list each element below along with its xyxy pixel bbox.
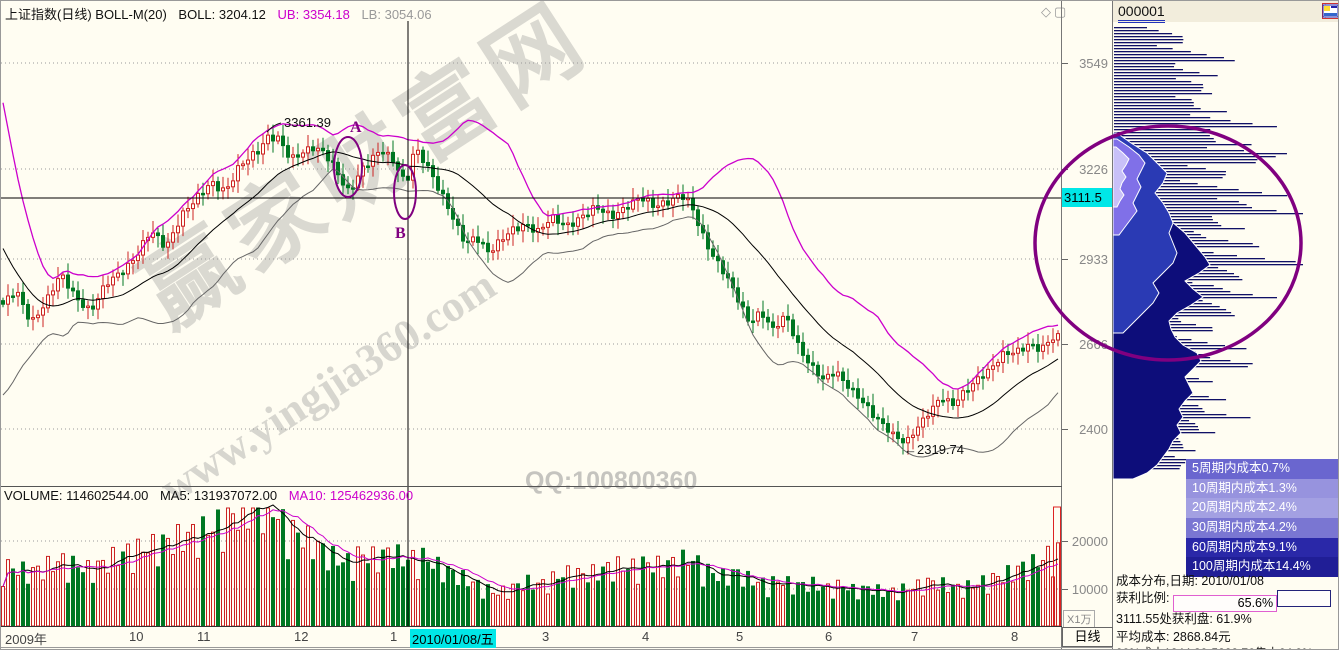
b-label: B [395,225,406,242]
cost-range-line: 90%成本1244.39-5222.76集中64.9% [1116,644,1313,649]
axis-divider-line [1061,1,1062,649]
axis-tick [1062,429,1068,430]
date-label: 1 [390,629,398,644]
axis-tick [1062,63,1068,64]
window-control-icons[interactable]: ◇▢ [1041,4,1070,19]
stock-code[interactable]: 000001 [1118,3,1165,23]
ub-value: 3354.18 [302,7,350,22]
volume-label: VOLUME: [4,488,63,503]
lb-value: 3054.06 [384,7,432,22]
profit-ratio-label: 获利比例: [1116,591,1170,605]
boll-value: 3204.12 [218,7,266,22]
chart-title-bar: 上证指数(日线) BOLL-M(20) BOLL: 3204.12 UB: 33… [5,4,432,23]
axis-tick [1062,589,1068,590]
axis-label: 2933 [1079,252,1108,267]
volume-bars[interactable] [1,507,1060,627]
watermark-qq: QQ:100800360 [525,467,698,495]
date-label: 7 [911,629,919,644]
b-ellipse [393,164,417,220]
profit-bar-rest [1277,590,1332,608]
avg-cost-line: 平均成本: 2868.84元 [1116,630,1231,644]
axis-label: 20000 [1071,534,1108,549]
peak-price-label: 3361.39 [284,115,331,130]
crosshair-date-label: 2010/01/08/五 [410,629,496,648]
a-ellipse [333,136,363,198]
price-volume-separator [1,486,1062,487]
ma10-value: 125462936.00 [329,488,414,503]
cost-legend-row: 20周期内成本2.4% [1186,498,1338,519]
axis-tick [1062,169,1068,170]
profit-bar-fill: 65.6% [1173,595,1278,613]
candlesticks[interactable] [1,124,1060,455]
crosshair-price-label: 3111.5 [1062,188,1112,207]
volume-header: VOLUME: 114602544.00 MA5: 131937072.00 M… [4,488,413,503]
date-label: 8 [1011,629,1019,644]
profit-ratio-line: 获利比例: 65.6% [1116,587,1332,613]
cost-legend: 5周期内成本0.7% 10周期内成本1.3% 20周期内成本2.4% 30周期内成本4… [1186,459,1338,578]
main-price-volume-chart[interactable]: 3361.39 ←2319.74 A B [1,1,1062,650]
date-label: 4 [642,629,650,644]
date-label: 12 [294,629,309,644]
axis-tick [1062,259,1068,260]
a-label: A [350,119,362,136]
cost-date-line: 成本分布,日期: 2010/01/08 [1116,574,1264,588]
symbol-title: 上证指数(日线) BOLL-M(20) [5,7,167,22]
cost-legend-row: 30周期内成本4.2% [1186,518,1338,538]
axis-label: 10000 [1071,582,1108,597]
date-label: 10 [129,629,144,644]
cost-distribution-panel: 000001 5周期内成本0.7% 10周期内成本1.3% 20周期内成本2.4% 3… [1113,1,1339,649]
date-label: 5 [736,629,744,644]
axis-label: 2400 [1079,422,1108,437]
right-panel-header: 000001 [1113,1,1339,23]
date-label: 2009年 [5,632,47,647]
axis-label: 3549 [1079,56,1108,71]
lb-label: LB: [361,7,381,22]
profit-ratio-bar: 65.6% [1173,590,1332,613]
report-icon[interactable] [1322,3,1339,19]
ma5-value: 131937072.00 [193,488,278,503]
volume-unit-label: X1万 [1063,610,1096,628]
period-selector[interactable]: 日线 [1062,627,1113,647]
date-label: 3 [542,629,550,644]
cost-legend-row: 100周期内成本14.4% [1186,557,1338,578]
cost-legend-row: 10周期内成本1.3% [1186,478,1338,499]
trough-price-label: ←2319.74 [904,442,964,457]
volume-ma5-line [2,504,1059,594]
boll-upper-band [2,102,1059,390]
date-label: 6 [825,629,833,644]
cost-legend-row: 5周期内成本0.7% [1186,459,1338,479]
axis-tick [1062,344,1068,345]
axis-tick [1062,541,1068,542]
ma10-label: MA10: [288,488,327,503]
peak-arrow [266,122,282,133]
boll-label: BOLL: [178,7,216,22]
ub-label: UB: [277,7,300,22]
gridlines [1,62,1061,590]
volume-ma10-line [2,509,1059,593]
cost-legend-row: 60周期内成本9.1% [1186,537,1338,558]
date-axis[interactable]: 2009年 10 11 12 1 2010/01/08/五 3 4 5 6 7 8 [1,627,1113,648]
profit-at-price-line: 3111.55处获利盘: 61.9% [1116,612,1252,626]
volume-value: 114602544.00 [66,488,149,503]
ma5-label: MA5: [159,488,191,503]
axis-label: 3226 [1079,162,1108,177]
boll-lower-band [2,168,1059,458]
date-row-border [1,647,1113,648]
volume-baseline [1,626,1062,627]
date-label: 11 [197,629,211,644]
axis-label: 2666 [1079,337,1108,352]
boll-mid-band [2,151,1059,419]
